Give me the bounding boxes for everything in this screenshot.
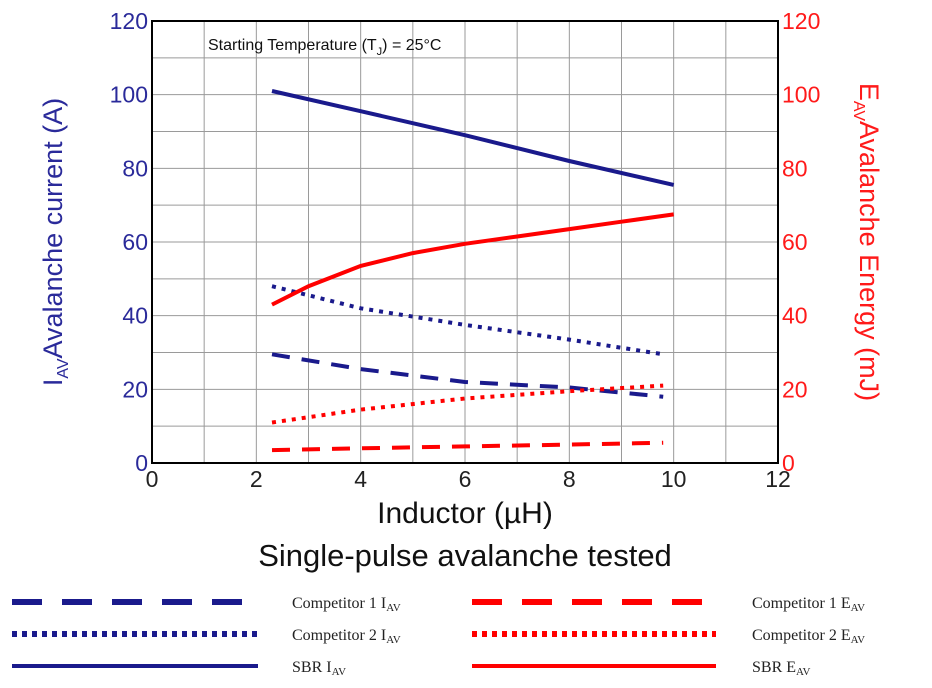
- left-y-tick-label: 20: [122, 376, 148, 402]
- legend-label-sub: AV: [796, 666, 811, 678]
- legend-label-sub: AV: [851, 634, 866, 646]
- series-layer: [271, 89, 675, 453]
- left-y-tick-label: 80: [122, 155, 148, 181]
- right-y-tick-label: 100: [782, 82, 820, 108]
- x-tick-label: 4: [354, 466, 367, 492]
- series-line-competitor-1-eav: [271, 440, 664, 453]
- left-y-axis-title-rest: Avalanche current (A): [38, 98, 68, 359]
- legend-label-main: SBR E: [752, 659, 796, 676]
- legend-label-main: Competitor 1 I: [292, 595, 386, 612]
- left-y-tick-label: 60: [122, 229, 148, 255]
- annotation-sub: J: [377, 46, 383, 58]
- series-line-sbr-eav: [271, 212, 674, 307]
- legend-label-main: Competitor 1 E: [752, 595, 851, 612]
- starting-temperature-annotation: Starting Temperature (TJ) = 25°C: [208, 37, 441, 58]
- legend-label-main: SBR I: [292, 659, 332, 676]
- right-y-axis-title-rest: Avalanche Energy (mJ): [854, 121, 884, 401]
- legend-label-main: Competitor 2 E: [752, 627, 851, 644]
- left-y-axis-title-main: I: [38, 379, 68, 387]
- x-tick-label: 6: [459, 466, 472, 492]
- legend-label-sub: AV: [332, 666, 347, 678]
- x-tick-label: 10: [661, 466, 687, 492]
- legend-label: Competitor 1 EAV: [752, 595, 865, 614]
- right-y-axis-title: EAVAvalanche Energy (mJ): [850, 83, 884, 401]
- legend-label-main: Competitor 2 I: [292, 627, 386, 644]
- ticks-layer: 0 20 40 60 80 100 120 0 20 40 60 80 100 120 0 2 4 6 8 10 12: [110, 8, 821, 492]
- legend-label-sub: AV: [386, 602, 401, 614]
- left-y-tick-label: 100: [110, 82, 148, 108]
- right-y-tick-label: 20: [782, 376, 808, 402]
- x-tick-label: 0: [146, 466, 159, 492]
- series-line-sbr-iav: [271, 89, 675, 187]
- x-tick-label: 8: [563, 466, 576, 492]
- right-y-axis-title-main: E: [854, 83, 884, 101]
- series-line-competitor-1-iav: [271, 352, 664, 399]
- x-tick-label: 12: [765, 466, 791, 492]
- legend-label-sub: AV: [851, 602, 866, 614]
- legend-label: Competitor 1 IAV: [292, 595, 401, 614]
- series-line-competitor-2-iav: [271, 284, 664, 357]
- x-axis-title: Inductor (µH): [377, 497, 553, 530]
- right-y-tick-label: 40: [782, 303, 808, 329]
- annotation-prefix: Starting Temperature (T: [208, 37, 377, 54]
- legend-label: SBR IAV: [292, 659, 346, 678]
- right-y-tick-label: 80: [782, 155, 808, 181]
- series-line-competitor-2-eav: [271, 383, 664, 425]
- annotation-suffix: ) = 25°C: [382, 37, 441, 54]
- left-y-axis-title: IAVAvalanche current (A): [38, 98, 72, 386]
- chart-caption: Single-pulse avalanche tested: [258, 538, 672, 573]
- right-y-tick-label: 0: [782, 450, 795, 476]
- legend-label: Competitor 2 EAV: [752, 627, 865, 646]
- right-y-tick-label: 120: [782, 8, 820, 34]
- x-tick-label: 2: [250, 466, 263, 492]
- plot-area-frame: [151, 20, 779, 464]
- legend-label: SBR EAV: [752, 659, 811, 678]
- right-y-axis-title-sub: AV: [850, 101, 867, 121]
- left-y-axis-title-sub: AV: [55, 358, 72, 378]
- legend-label: Competitor 2 IAV: [292, 627, 401, 646]
- right-y-tick-label: 60: [782, 229, 808, 255]
- legend-label-sub: AV: [386, 634, 401, 646]
- left-y-tick-label: 0: [135, 450, 148, 476]
- left-y-tick-label: 120: [110, 8, 148, 34]
- left-y-tick-label: 40: [122, 303, 148, 329]
- chart-grid: [152, 21, 778, 463]
- legend: Competitor 1 IAV Competitor 1 EAVCompetit…: [12, 595, 865, 678]
